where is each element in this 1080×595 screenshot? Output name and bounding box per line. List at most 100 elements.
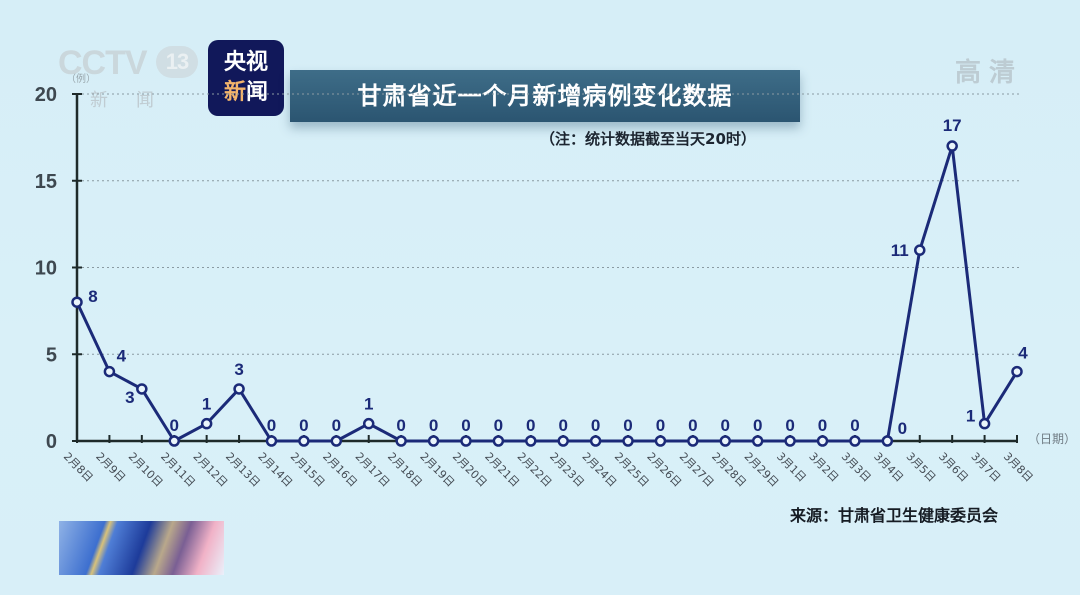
data-point	[654, 435, 667, 447]
data-point	[978, 417, 991, 430]
data-label: 11	[891, 241, 909, 260]
data-label: 0	[623, 416, 632, 435]
x-tick-label: 2月28日	[709, 450, 749, 490]
data-point	[71, 296, 83, 308]
x-tick-label: 2月23日	[547, 450, 587, 490]
data-point	[103, 365, 116, 378]
data-point	[589, 435, 602, 447]
data-point	[298, 435, 310, 447]
chart-title: 甘肃省近一个月新增病例变化数据	[290, 70, 800, 122]
data-point	[816, 435, 829, 447]
data-point	[200, 417, 213, 430]
data-label: 4	[1018, 344, 1028, 363]
x-tick-label: 2月18日	[385, 450, 425, 490]
y-tick-label: 20	[35, 84, 57, 106]
chart-note: （注：统计数据截至当天20时）	[540, 130, 756, 148]
x-tick-label: 2月16日	[320, 450, 360, 490]
x-tick-label: 3月2日	[806, 450, 841, 485]
data-label: 0	[721, 416, 730, 435]
data-label: 0	[898, 419, 907, 438]
x-tick-label: 2月13日	[223, 450, 263, 490]
data-point	[362, 417, 375, 430]
y-tick-label: 5	[46, 344, 57, 366]
x-tick-label: 2月15日	[288, 450, 328, 490]
data-point	[233, 383, 245, 395]
data-label: 0	[818, 416, 827, 435]
data-point	[557, 435, 569, 447]
data-point	[719, 435, 732, 447]
data-point	[1011, 365, 1023, 378]
x-tick-label: 3月3日	[839, 450, 874, 485]
x-tick-label: 3月6日	[936, 450, 971, 485]
x-axis-unit: （日期）	[1028, 432, 1076, 446]
x-tick-label: 3月8日	[1001, 450, 1036, 485]
data-point	[687, 435, 699, 447]
data-label: 0	[494, 416, 503, 435]
data-point	[622, 435, 634, 447]
x-tick-label: 2月22日	[515, 450, 555, 490]
data-label: 0	[429, 416, 438, 435]
x-tick-label: 2月17日	[353, 450, 393, 490]
x-tick-label: 2月8日	[61, 450, 96, 485]
data-point	[168, 435, 180, 447]
data-point	[136, 383, 148, 395]
data-line	[75, 144, 1019, 443]
data-label: 0	[299, 416, 308, 435]
data-label: 3	[234, 360, 243, 379]
hd-watermark: 高清	[955, 58, 1024, 88]
data-label: 0	[850, 416, 859, 435]
data-point	[427, 435, 440, 447]
data-point	[525, 435, 537, 447]
x-tick-label: 2月20日	[450, 450, 490, 490]
x-tick-label: 2月29日	[742, 450, 782, 490]
news-thumbnail-image	[59, 521, 224, 575]
cctv-logo: CCTV 13	[58, 44, 198, 84]
x-tick-label: 2月27日	[677, 450, 717, 490]
data-label: 1	[966, 407, 975, 426]
badge-line2-b: 闻	[246, 80, 269, 105]
data-label: 0	[526, 416, 535, 435]
data-label: 0	[591, 416, 600, 435]
data-point	[330, 435, 343, 447]
badge-line1: 央视	[223, 50, 268, 75]
data-label: 0	[461, 416, 470, 435]
data-point	[849, 435, 861, 447]
data-point	[492, 435, 505, 447]
data-source: 来源：甘肃省卫生健康委员会	[790, 506, 999, 525]
x-tick-label: 2月14日	[255, 450, 295, 490]
data-label: 0	[396, 416, 405, 435]
data-point	[460, 435, 472, 447]
x-tick-label: 2月9日	[93, 450, 128, 485]
badge-line2-a: 新	[223, 80, 246, 105]
y-tick-label: 0	[46, 431, 57, 453]
x-tick-label: 2月12日	[191, 450, 231, 490]
data-label: 0	[785, 416, 794, 435]
data-point	[784, 435, 796, 447]
y-tick-label: 10	[35, 258, 57, 280]
x-tick-label: 3月7日	[968, 450, 1003, 485]
data-label: 0	[558, 416, 567, 435]
x-tick-label: 2月10日	[126, 450, 166, 490]
data-label: 0	[267, 416, 276, 435]
data-label: 0	[170, 416, 179, 435]
data-point	[946, 140, 958, 152]
data-label: 0	[656, 416, 665, 435]
cctv-news-badge: 央视 新闻	[208, 40, 284, 116]
x-tick-label: 2月26日	[644, 450, 684, 490]
data-point	[881, 435, 894, 447]
cctv-sub-label: 新闻	[90, 90, 182, 111]
x-tick-label: 3月5日	[904, 450, 939, 485]
y-tick-label: 15	[35, 171, 57, 193]
data-point	[265, 435, 278, 447]
data-label: 0	[332, 416, 341, 435]
x-tick-label: 3月4日	[871, 450, 906, 485]
data-label: 3	[125, 388, 134, 407]
data-label: 1	[202, 395, 211, 414]
x-tick-label: 2月11日	[158, 450, 198, 490]
data-label: 17	[943, 116, 962, 135]
badge-line2: 新闻	[208, 78, 284, 108]
y-axis-unit: （例）	[66, 74, 96, 85]
x-tick-label: 2月19日	[417, 450, 457, 490]
x-tick-label: 2月25日	[612, 450, 652, 490]
